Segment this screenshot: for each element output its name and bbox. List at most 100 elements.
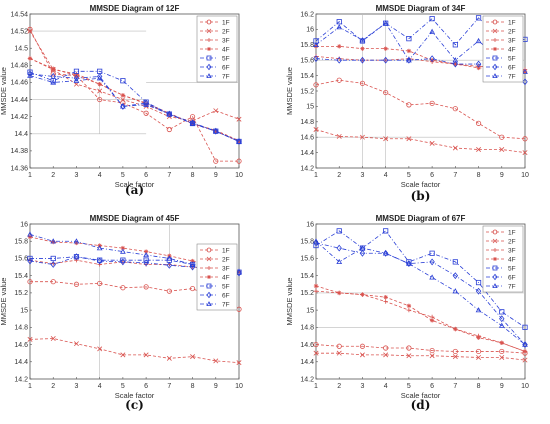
- data-point-7F: [475, 307, 482, 313]
- data-point-4F: [120, 245, 126, 251]
- x-tick-label: 5: [407, 172, 411, 179]
- x-tick-label: 2: [337, 383, 341, 390]
- x-tick-label: 10: [521, 172, 529, 179]
- data-point-4F: [313, 283, 319, 289]
- y-tick-label: 16: [306, 27, 314, 34]
- data-point-6F: [96, 73, 103, 80]
- y-tick-label: 15.6: [300, 58, 314, 65]
- x-tick-label: 1: [314, 383, 318, 390]
- y-tick-label: 15: [20, 307, 28, 314]
- legend-box: [482, 15, 524, 83]
- data-point-5F: [406, 259, 412, 265]
- legend-label: 7F: [508, 73, 516, 80]
- data-point-3F: [313, 288, 319, 294]
- y-tick-label: 14.38: [10, 148, 28, 155]
- legend-label: 2F: [222, 28, 230, 35]
- data-point-7F: [382, 250, 389, 256]
- data-point-2F: [383, 352, 389, 358]
- data-point-6F: [336, 56, 342, 64]
- y-tick-label: 15.4: [14, 273, 28, 280]
- y-tick-label: 16: [306, 221, 314, 228]
- data-point-5F: [27, 69, 33, 75]
- chart-title: MMSDE Diagram of 34F: [376, 4, 466, 13]
- data-point-2F: [120, 352, 126, 358]
- data-point-4F: [51, 239, 56, 245]
- data-point-1F: [336, 77, 342, 83]
- x-tick-label: 5: [121, 383, 125, 390]
- data-point-7F: [120, 103, 126, 109]
- data-point-4F: [51, 66, 56, 71]
- data-point-7F: [359, 37, 366, 43]
- data-point-4F: [476, 65, 481, 71]
- x-tick-label: 2: [51, 383, 55, 390]
- x-tick-label: 3: [74, 172, 78, 179]
- y-tick-label: 14.8: [300, 119, 314, 126]
- legend-marker: [492, 63, 498, 71]
- data-point-7F: [73, 77, 80, 83]
- x-tick-label: 10: [521, 383, 529, 390]
- data-point-6F: [50, 261, 56, 268]
- data-point-5F: [452, 259, 458, 265]
- y-tick-label: 14.4: [300, 150, 314, 157]
- data-point-2F: [27, 28, 33, 34]
- y-tick-label: 15.2: [14, 290, 28, 297]
- legend-marker: [206, 247, 212, 253]
- legend-marker: [206, 55, 212, 61]
- series-line-5F: [29, 70, 240, 142]
- series-line-1F: [315, 79, 526, 140]
- legend-marker: [492, 19, 498, 25]
- data-point-7F: [475, 37, 482, 44]
- chart-panel-3: MMSDE Diagram of 45F 1 2 3 4 5 6 7 8 9 10 14.2 14.4 1…: [0, 214, 243, 412]
- data-point-7F: [336, 258, 343, 265]
- series-line-2F: [29, 338, 240, 364]
- data-point-5F: [522, 324, 528, 330]
- data-point-7F: [313, 238, 319, 244]
- chart-title: MMSDE Diagram of 67F: [376, 214, 466, 223]
- data-point-4F: [499, 340, 504, 346]
- data-point-1F: [406, 345, 412, 351]
- y-axis-label: MMSDE value: [285, 67, 294, 115]
- legend-marker: [207, 266, 211, 270]
- data-point-2F: [190, 354, 196, 360]
- y-tick-label: 14.4: [14, 359, 28, 366]
- legend-label: 4F: [222, 274, 230, 281]
- x-axis-label: Scale factor: [115, 180, 155, 189]
- data-point-2F: [50, 336, 56, 342]
- y-tick-label: 14.6: [14, 342, 28, 349]
- data-point-1F: [143, 284, 149, 290]
- x-tick-label: 9: [500, 383, 504, 390]
- data-point-7F: [27, 72, 33, 78]
- data-point-4F: [27, 234, 33, 240]
- legend-marker: [493, 248, 497, 252]
- series-line-4F: [29, 58, 240, 142]
- y-tick-label: 15.6: [14, 256, 28, 263]
- legend-label: 7F: [508, 283, 516, 290]
- legend-marker: [492, 283, 498, 289]
- legend: 1F 2F 3F 4F 5F 6F 7F: [196, 15, 238, 83]
- chart-title: MMSDE Diagram of 45F: [90, 214, 180, 223]
- data-point-2F: [429, 140, 435, 146]
- data-point-7F: [212, 128, 219, 134]
- data-point-5F: [120, 257, 126, 263]
- data-point-5F: [452, 42, 458, 48]
- legend-marker: [207, 275, 211, 279]
- legend: 1F 2F 3F 4F 5F 6F 7F: [196, 243, 238, 311]
- data-point-1F: [499, 348, 505, 355]
- y-tick-label: 15.6: [300, 256, 314, 263]
- legend-marker: [207, 38, 211, 42]
- data-point-4F: [406, 48, 412, 54]
- series-line-6F: [315, 242, 526, 345]
- x-axis-label: Scale factor: [115, 391, 155, 400]
- x-tick-label: 3: [360, 172, 364, 179]
- data-point-7F: [120, 248, 126, 254]
- data-point-1F: [429, 100, 435, 106]
- data-point-2F: [522, 357, 528, 363]
- data-point-6F: [166, 261, 173, 269]
- data-point-2F: [359, 134, 365, 140]
- data-point-3F: [383, 299, 388, 304]
- data-point-1F: [166, 126, 172, 133]
- data-point-7F: [166, 255, 173, 261]
- data-point-4F: [522, 349, 528, 354]
- legend-label: 1F: [222, 19, 230, 26]
- legend-marker: [492, 273, 498, 281]
